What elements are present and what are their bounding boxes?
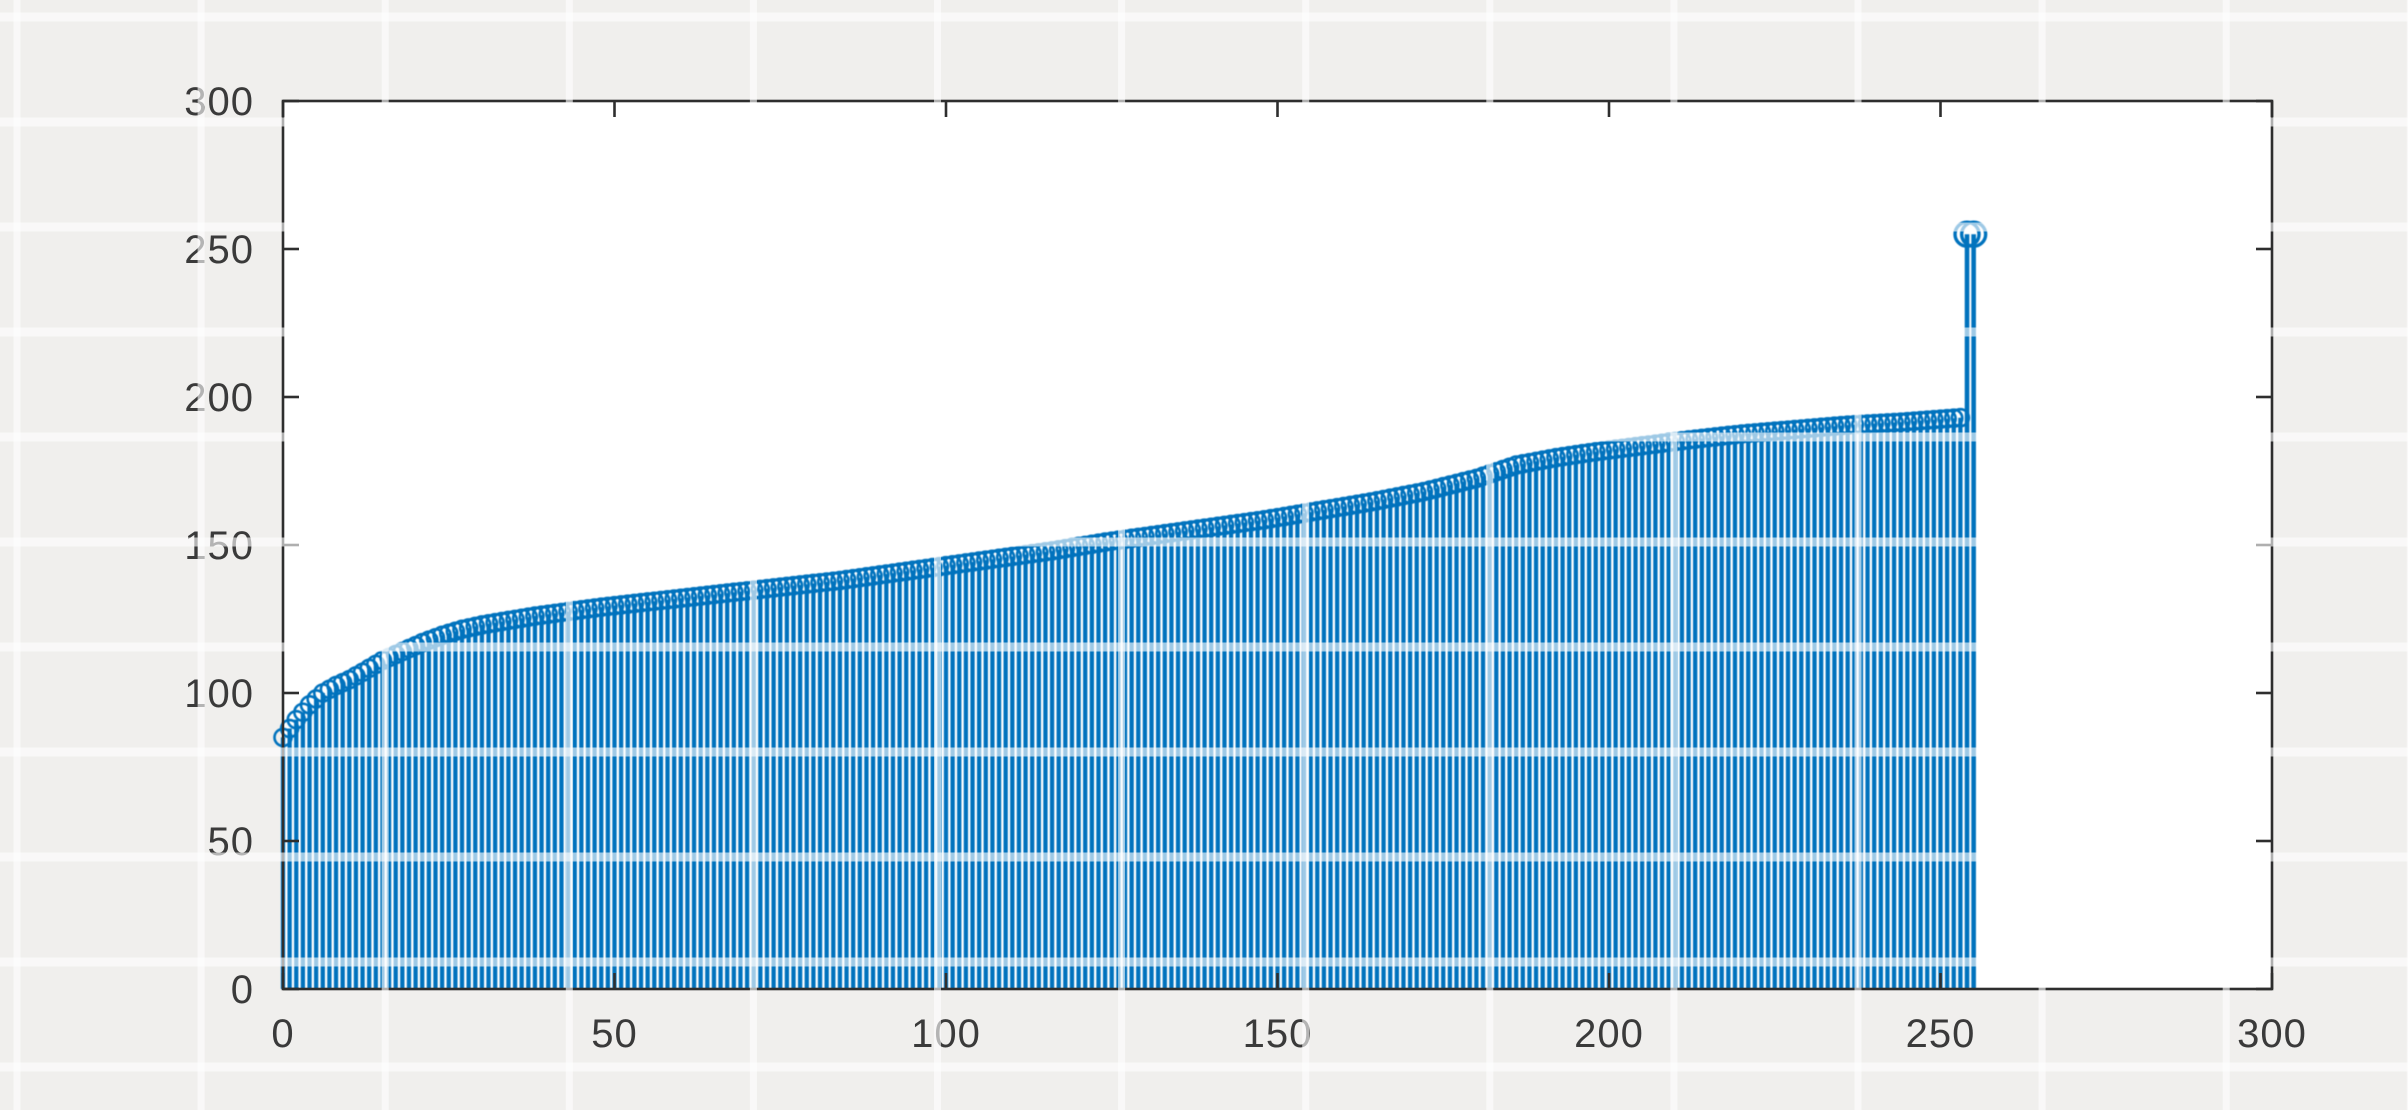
x-tick-label: 250 — [1906, 1012, 1976, 1056]
x-tick-label: 300 — [2237, 1012, 2307, 1056]
x-tick-label: 50 — [591, 1012, 638, 1056]
x-tick-label: 100 — [911, 1012, 981, 1056]
y-tick-label: 250 — [184, 228, 254, 272]
spike-stem-marker — [1959, 220, 1988, 248]
x-tick-label: 200 — [1574, 1012, 1644, 1056]
y-tick-label: 0 — [231, 968, 254, 1012]
x-tick-label: 0 — [271, 1012, 294, 1056]
y-tick-label: 100 — [184, 672, 254, 716]
stems-layer — [273, 220, 1988, 989]
y-tick-label: 300 — [184, 80, 254, 124]
spike-stem-marker — [1953, 220, 1981, 248]
x-tick-label: 150 — [1243, 1012, 1313, 1056]
y-tick-label: 200 — [184, 376, 254, 420]
